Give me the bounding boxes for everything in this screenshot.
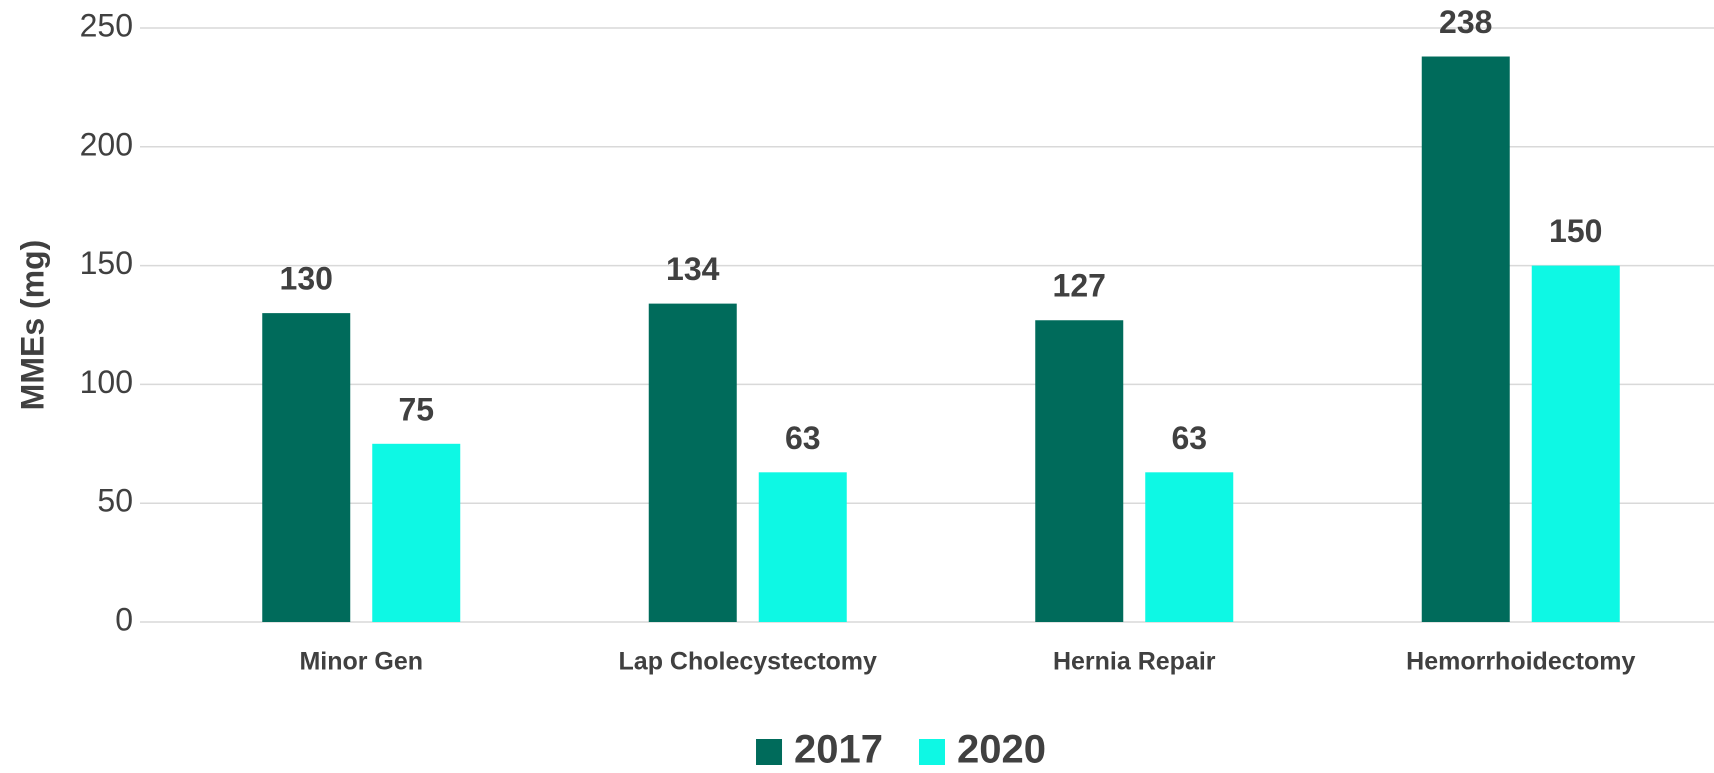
x-tick-label: Minor Gen (299, 648, 423, 676)
bar (648, 303, 737, 622)
bar (1531, 265, 1620, 622)
y-tick-label: 200 (80, 126, 133, 162)
data-label: 63 (785, 420, 821, 456)
bar (372, 443, 461, 622)
bar (1035, 320, 1124, 622)
y-axis-title: MMEs (mg) (14, 240, 50, 411)
data-label: 63 (1171, 420, 1207, 456)
legend-swatch (756, 739, 783, 765)
data-label: 238 (1439, 4, 1492, 40)
bar (262, 313, 351, 622)
bar (1145, 472, 1234, 622)
data-label: 127 (1053, 268, 1106, 304)
y-tick-label: 250 (80, 7, 133, 43)
data-label: 130 (280, 261, 333, 297)
data-label: 134 (666, 251, 720, 287)
x-tick-label: Hernia Repair (1053, 648, 1216, 676)
x-tick-label: Lap Cholecystectomy (619, 648, 878, 676)
y-tick-label: 50 (97, 483, 133, 519)
data-label: 75 (398, 391, 434, 427)
data-label: 150 (1549, 213, 1602, 249)
bar (758, 472, 847, 622)
legend-swatch (919, 739, 945, 765)
legend-label: 2017 (794, 728, 883, 772)
bar (1421, 56, 1510, 622)
y-tick-label: 0 (115, 601, 133, 637)
x-tick-label: Hemorrhoidectomy (1406, 648, 1635, 676)
legend-label: 2020 (957, 728, 1046, 772)
y-tick-label: 100 (80, 364, 133, 400)
y-tick-label: 150 (80, 245, 133, 281)
